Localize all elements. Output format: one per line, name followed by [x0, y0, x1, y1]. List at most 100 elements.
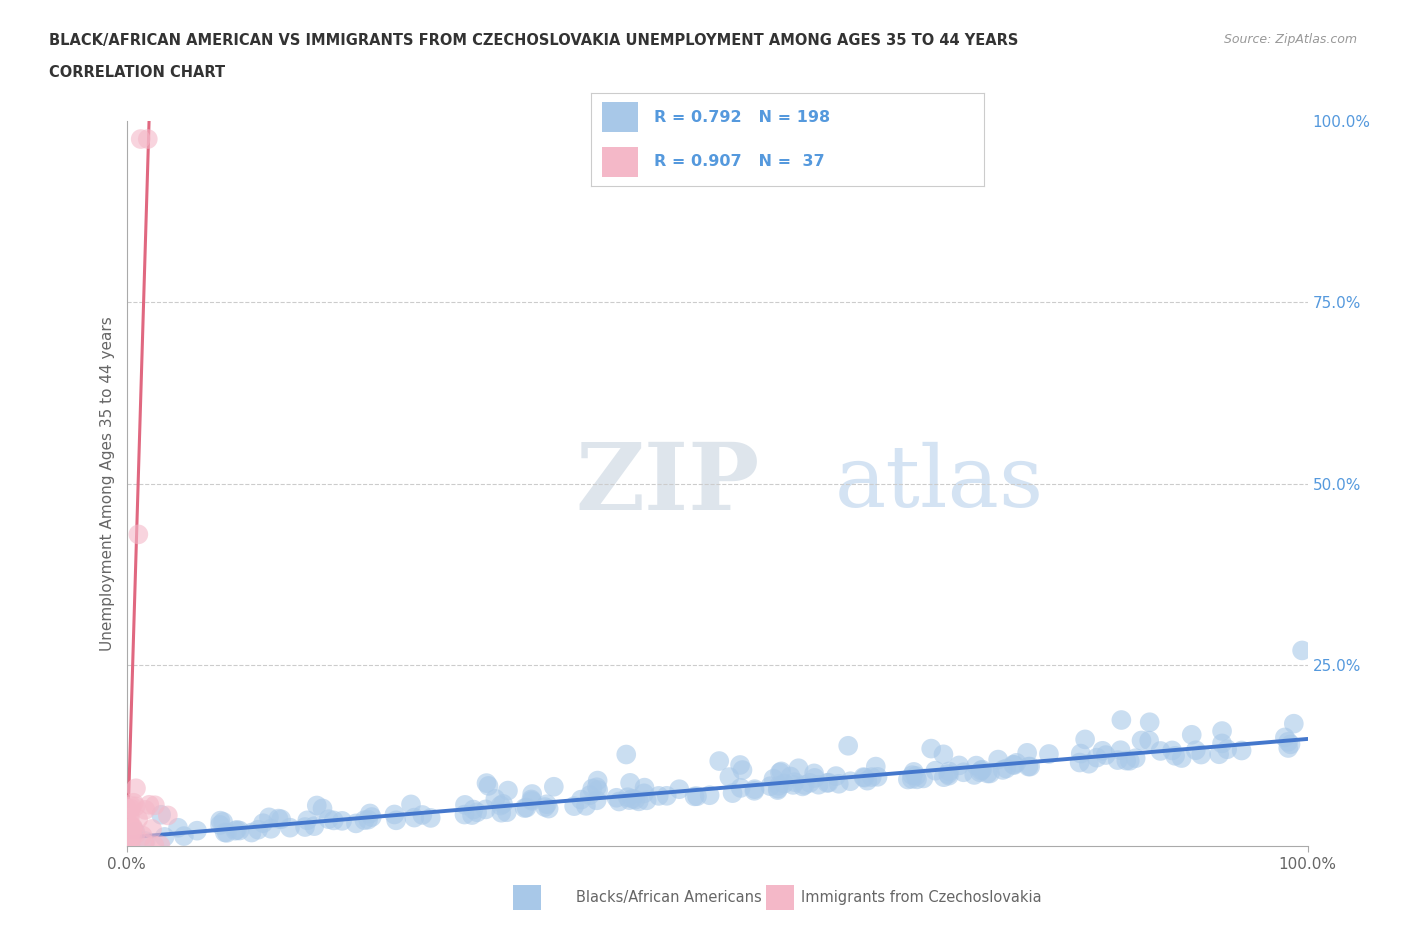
Point [115, 834, 138, 849]
Point [1277, 740, 1299, 755]
Point [991, 763, 1014, 777]
Point [744, 782, 766, 797]
Point [297, 813, 319, 828]
Point [463, 802, 485, 817]
Point [770, 764, 793, 778]
Point [936, 766, 959, 781]
Point [773, 776, 796, 790]
Text: atlas: atlas [835, 442, 1045, 525]
Point [860, 770, 883, 785]
Point [399, 797, 422, 812]
Point [766, 783, 789, 798]
Point [828, 777, 851, 791]
Point [247, 822, 270, 837]
Point [1115, 753, 1137, 768]
Point [118, 828, 141, 843]
Point [1184, 743, 1206, 758]
FancyBboxPatch shape [602, 147, 638, 177]
Point [1091, 743, 1114, 758]
Point [686, 789, 709, 804]
Point [970, 764, 993, 778]
Point [267, 811, 290, 826]
Point [1002, 758, 1025, 773]
Point [353, 813, 375, 828]
Point [141, 821, 163, 836]
Point [318, 812, 340, 827]
Point [357, 812, 380, 827]
Point [817, 776, 839, 790]
Point [1164, 749, 1187, 764]
Point [948, 758, 970, 773]
Point [167, 820, 190, 835]
Text: ZIP: ZIP [575, 439, 759, 528]
Point [1189, 747, 1212, 762]
Point [619, 792, 641, 807]
Point [852, 770, 875, 785]
Point [120, 802, 142, 817]
Point [270, 812, 292, 827]
Point [1111, 712, 1133, 727]
Text: R = 0.792   N = 198: R = 0.792 N = 198 [654, 110, 830, 125]
Point [987, 752, 1010, 767]
Point [156, 808, 179, 823]
Point [411, 807, 433, 822]
Point [122, 795, 145, 810]
Point [897, 772, 920, 787]
Point [537, 801, 560, 816]
Point [127, 812, 149, 827]
Point [585, 793, 607, 808]
Y-axis label: Unemployment Among Ages 35 to 44 years: Unemployment Among Ages 35 to 44 years [100, 316, 115, 651]
Point [793, 777, 815, 792]
Point [520, 793, 543, 808]
Point [534, 800, 557, 815]
Point [121, 799, 143, 814]
Point [769, 765, 792, 780]
Point [932, 770, 955, 785]
Point [759, 778, 782, 793]
Text: CORRELATION CHART: CORRELATION CHART [49, 65, 225, 80]
Point [153, 830, 176, 844]
Point [513, 801, 536, 816]
Point [655, 789, 678, 804]
Point [125, 781, 148, 796]
Point [1208, 747, 1230, 762]
Point [118, 810, 141, 825]
Point [477, 778, 499, 793]
Point [803, 766, 825, 781]
Point [260, 821, 283, 836]
Point [575, 799, 598, 814]
Point [252, 816, 274, 830]
Point [1282, 716, 1305, 731]
Point [1002, 757, 1025, 772]
Point [122, 821, 145, 836]
Point [976, 766, 998, 781]
Point [1074, 732, 1097, 747]
Point [115, 801, 138, 816]
Point [904, 768, 927, 783]
Point [520, 792, 543, 807]
Point [1216, 742, 1239, 757]
Point [963, 767, 986, 782]
Point [121, 819, 143, 834]
Point [569, 792, 592, 807]
Point [186, 823, 208, 838]
Point [475, 776, 498, 790]
Point [924, 764, 946, 778]
Point [730, 780, 752, 795]
Point [294, 819, 316, 834]
Point [1038, 747, 1060, 762]
Point [228, 823, 250, 838]
Point [134, 835, 156, 850]
Point [359, 806, 381, 821]
Point [578, 788, 600, 803]
Point [215, 826, 238, 841]
Point [731, 763, 754, 777]
Text: R = 0.907   N =  37: R = 0.907 N = 37 [654, 154, 824, 169]
Point [900, 772, 922, 787]
Point [150, 807, 173, 822]
Point [1017, 745, 1039, 760]
Point [454, 797, 477, 812]
Point [1211, 736, 1233, 751]
Point [807, 777, 830, 792]
Point [453, 807, 475, 822]
